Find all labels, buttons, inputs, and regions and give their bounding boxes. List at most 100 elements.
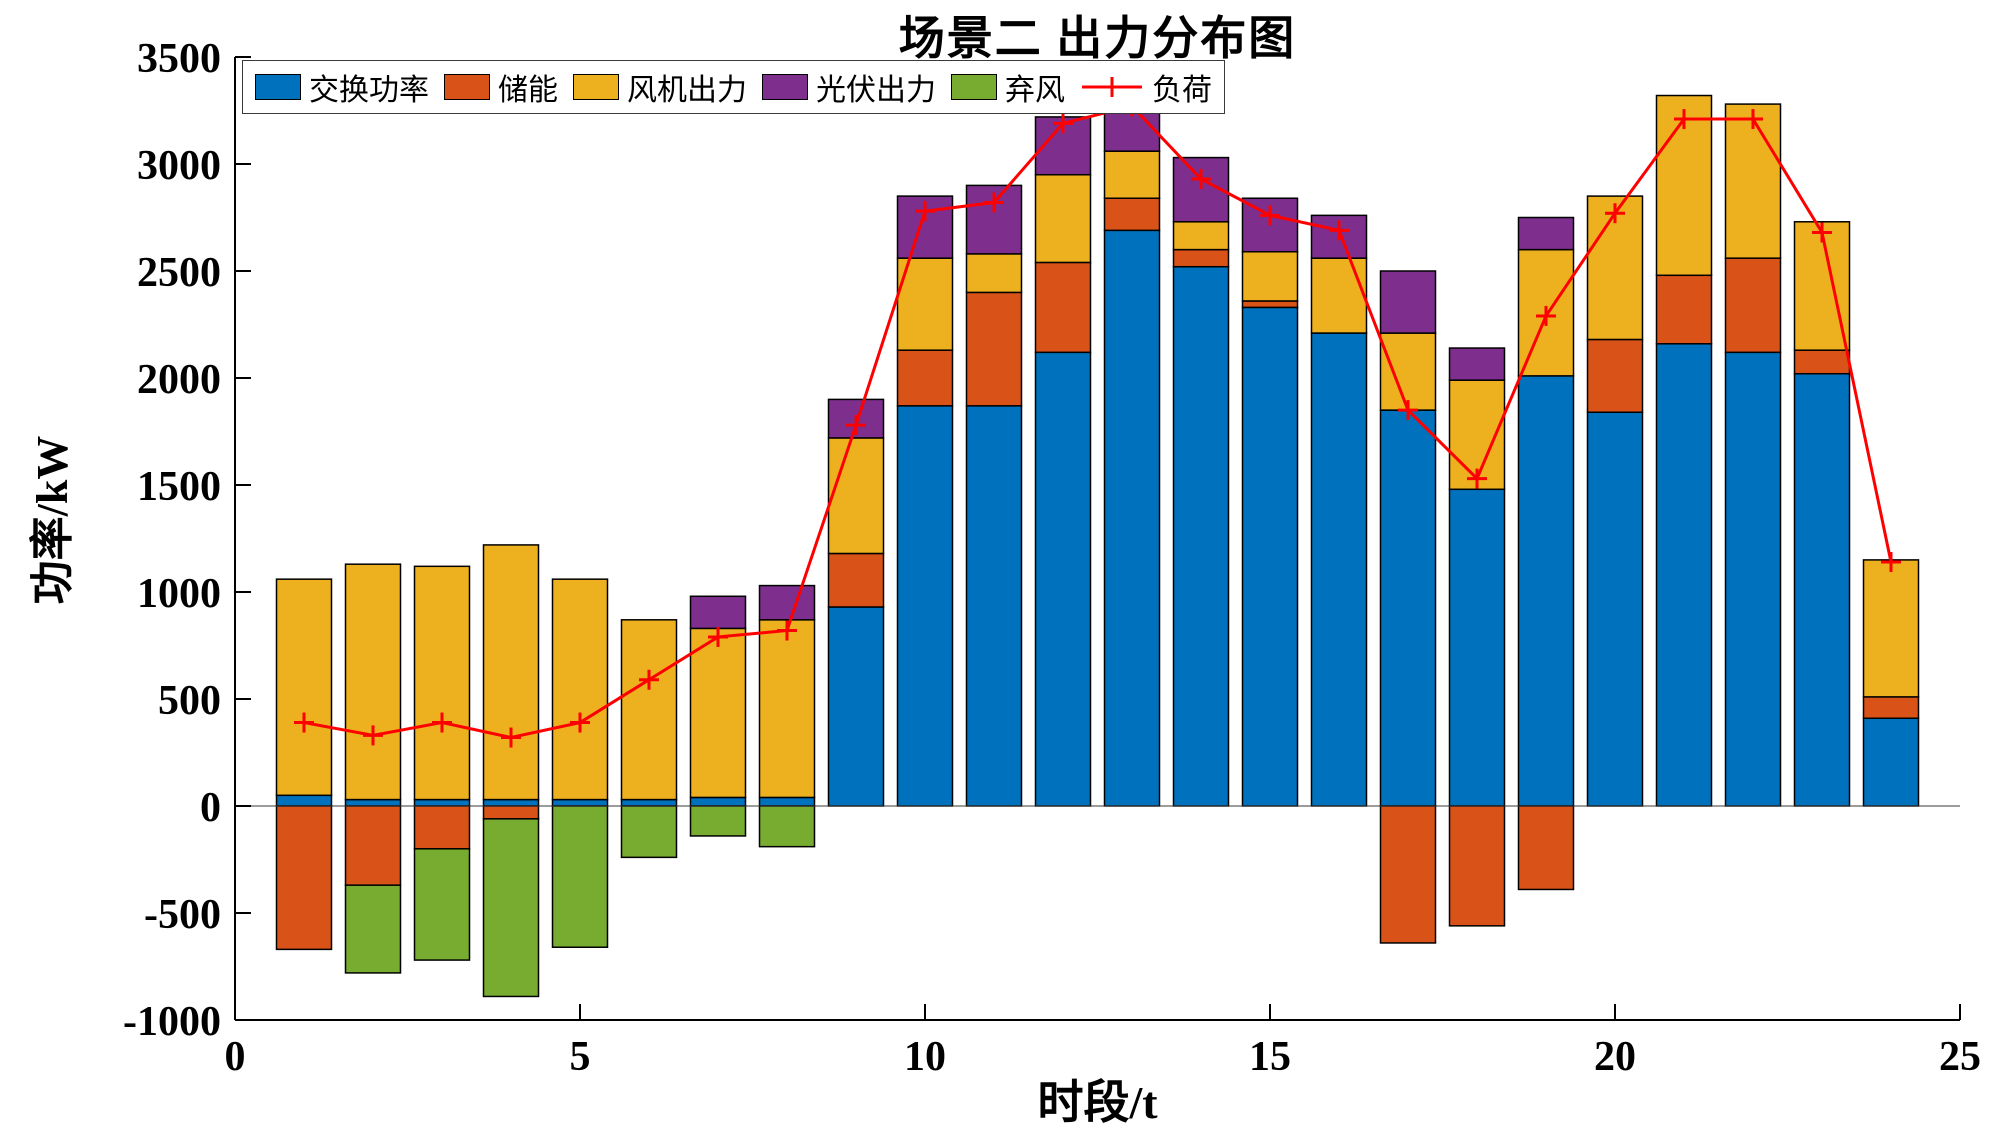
bar-segment-storage xyxy=(482,805,540,820)
load-line xyxy=(303,104,1893,740)
legend-item-wind-output: 风机出力 xyxy=(573,65,747,109)
legend-item-load: 负荷 xyxy=(1080,65,1212,109)
bar-segment-wind-output xyxy=(1310,257,1368,334)
bar-segment-exchange-power xyxy=(1241,306,1299,807)
bar-segment-pv-output xyxy=(1448,347,1506,381)
bar-segment-exchange-power xyxy=(1172,265,1230,807)
y-tick-label: 2000 xyxy=(137,357,221,403)
bar-segment-storage xyxy=(1724,257,1782,354)
bar-segment-exchange-power xyxy=(1034,351,1092,807)
legend-label-curtailed-wind: 弃风 xyxy=(1005,74,1065,107)
bar-segment-pv-output xyxy=(965,184,1023,255)
legend-label-storage: 储能 xyxy=(498,74,558,107)
legend-item-exchange-power: 交换功率 xyxy=(255,65,429,109)
bar-segment-wind-output xyxy=(1241,250,1299,302)
x-tick-label: 5 xyxy=(570,1034,591,1080)
bar-segment-exchange-power xyxy=(1103,229,1161,807)
x-tick-label: 15 xyxy=(1249,1034,1291,1080)
legend-swatch-pv-output xyxy=(762,74,808,100)
legend: 交换功率 储能 风机出力 光伏出力 弃风 负荷 xyxy=(242,60,1225,114)
legend-swatch-curtailed-wind xyxy=(951,74,997,100)
x-axis-label: 时段/t xyxy=(1037,1077,1158,1128)
bar-segment-exchange-power xyxy=(1586,411,1644,807)
legend-label-wind-output: 风机出力 xyxy=(627,74,747,107)
bar-segment-exchange-power xyxy=(1793,372,1851,807)
bar-segment-curtailed-wind xyxy=(551,805,609,948)
y-tick-label: -500 xyxy=(144,892,221,938)
bar-segment-wind-output xyxy=(482,544,540,801)
bar-segment-wind-output xyxy=(1862,559,1920,698)
bar-segment-storage xyxy=(1379,805,1437,944)
bar-segment-storage xyxy=(344,805,402,886)
legend-label-pv-output: 光伏出力 xyxy=(816,74,936,107)
bar-segment-wind-output xyxy=(344,563,402,801)
bar-segment-exchange-power xyxy=(1379,409,1437,807)
bar-segment-wind-output xyxy=(1034,173,1092,264)
bar-segment-exchange-power xyxy=(1724,351,1782,807)
bar-segment-pv-output xyxy=(758,584,816,621)
chart-title: 场景二 出力分布图 xyxy=(898,13,1297,64)
bar-segment-wind-output xyxy=(896,257,954,351)
bar-segment-exchange-power xyxy=(1862,717,1920,807)
y-tick-label: 3500 xyxy=(137,36,221,82)
bar-segment-exchange-power xyxy=(344,798,402,807)
bar-segment-wind-output xyxy=(1724,103,1782,259)
bar-segment-exchange-power xyxy=(896,405,954,807)
bar-segment-pv-output xyxy=(1517,216,1575,251)
legend-label-exchange-power: 交换功率 xyxy=(309,74,429,107)
legend-item-curtailed-wind: 弃风 xyxy=(951,65,1065,109)
bar-segment-curtailed-wind xyxy=(758,805,816,848)
bar-segment-exchange-power xyxy=(758,796,816,807)
bar-segment-wind-output xyxy=(689,627,747,799)
bar-segment-storage xyxy=(1103,197,1161,232)
bar-segment-wind-output xyxy=(275,578,333,797)
legend-item-pv-output: 光伏出力 xyxy=(762,65,936,109)
bar-segment-exchange-power xyxy=(275,794,333,807)
bar-segment-storage xyxy=(275,805,333,951)
y-tick-label: 1500 xyxy=(137,464,221,510)
x-tick-label: 10 xyxy=(904,1034,946,1080)
bar-segment-wind-output xyxy=(413,565,471,801)
legend-swatch-storage xyxy=(444,74,490,100)
bar-segment-curtailed-wind xyxy=(413,848,471,961)
legend-item-storage: 储能 xyxy=(444,65,558,109)
x-tick-label: 20 xyxy=(1594,1034,1636,1080)
bar-segment-exchange-power xyxy=(413,798,471,807)
bar-segment-wind-output xyxy=(827,437,885,555)
bar-segment-exchange-power xyxy=(1517,375,1575,807)
legend-swatch-wind-output xyxy=(573,74,619,100)
bar-segment-wind-output xyxy=(965,253,1023,294)
bar-segment-storage xyxy=(827,552,885,608)
bar-segment-exchange-power xyxy=(689,796,747,807)
bar-segment-exchange-power xyxy=(1310,332,1368,807)
x-tick-label: 0 xyxy=(225,1034,246,1080)
bar-segment-wind-output xyxy=(1172,221,1230,251)
bar-segment-pv-output xyxy=(1379,270,1437,334)
bar-segment-exchange-power xyxy=(620,798,678,807)
legend-swatch-exchange-power xyxy=(255,74,301,100)
y-tick-label: 0 xyxy=(200,785,221,831)
bar-segment-curtailed-wind xyxy=(344,884,402,974)
y-tick-label: 500 xyxy=(158,678,221,724)
y-tick-label: -1000 xyxy=(123,999,221,1045)
bar-segment-wind-output xyxy=(758,619,816,799)
y-tick-label: 3000 xyxy=(137,143,221,189)
bar-segment-wind-output xyxy=(551,578,609,801)
bar-segment-curtailed-wind xyxy=(689,805,747,837)
bar-segment-wind-output xyxy=(1103,150,1161,199)
legend-label-load: 负荷 xyxy=(1152,74,1212,107)
bar-segment-exchange-power xyxy=(965,405,1023,807)
bar-segment-storage xyxy=(1448,805,1506,927)
bar-segment-exchange-power xyxy=(827,606,885,807)
y-tick-label: 2500 xyxy=(137,250,221,296)
bar-segment-curtailed-wind xyxy=(482,818,540,998)
bar-segment-exchange-power xyxy=(1655,343,1713,807)
bar-segment-storage xyxy=(1793,349,1851,375)
bar-segment-storage xyxy=(896,349,954,407)
bar-segment-storage xyxy=(413,805,471,850)
bar-segment-storage xyxy=(1517,805,1575,891)
bar-segment-storage xyxy=(1586,338,1644,413)
bar-segment-wind-output xyxy=(620,619,678,801)
